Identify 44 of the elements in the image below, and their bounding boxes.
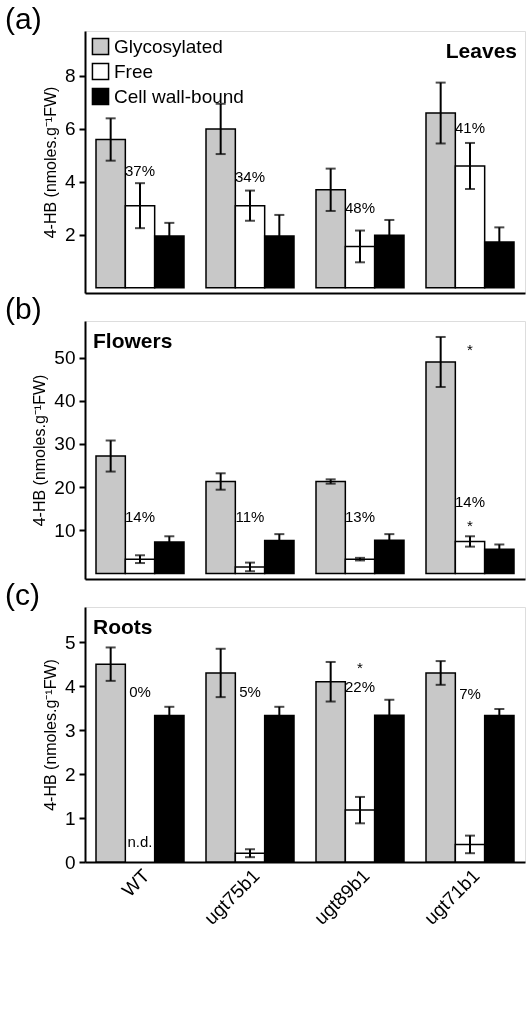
annotation: 13%	[344, 507, 376, 525]
annotation: 22%	[344, 677, 376, 695]
y-tick-label: 8	[64, 65, 76, 87]
annotation: 7%	[459, 684, 481, 702]
y-tick-label: 5	[64, 631, 76, 653]
chart-title: (a)	[5, 2, 42, 35]
annotation: 34%	[234, 167, 266, 185]
annotation: 11%	[235, 507, 265, 525]
annotation: Roots	[93, 615, 153, 638]
annotation: 37%	[124, 162, 156, 180]
y-axis-title: 4-HB (nmoles.g⁻¹FW)	[41, 86, 59, 239]
y-axis-title: 4-HB (nmoles.g⁻¹FW)	[31, 374, 49, 527]
y-tick-label: 10	[54, 519, 76, 541]
annotation: Flowers	[93, 329, 173, 352]
annotation: 5%	[239, 682, 261, 700]
legend-label: Cell wall-bound	[114, 85, 244, 107]
y-tick-label: 50	[54, 347, 76, 369]
y-tick-label: 30	[54, 433, 76, 455]
y-tick-label: 1	[64, 807, 76, 829]
y-tick-label: 2	[64, 763, 76, 785]
annotation: 0%	[129, 682, 151, 700]
annotation: 48%	[344, 199, 376, 217]
legend-label: Glycosylated	[114, 35, 223, 57]
x-tick-label: WT	[117, 864, 154, 901]
y-tick-label: 6	[64, 118, 76, 140]
legend-label: Free	[114, 60, 154, 82]
y-axis-title: 4-HB (nmoles.g⁻¹FW)	[41, 659, 59, 811]
y-tick-label: 20	[54, 476, 76, 498]
annotation: *	[467, 516, 474, 534]
annotation: *	[467, 341, 474, 359]
annotation: *	[357, 659, 364, 677]
annotation: 41%	[454, 118, 486, 136]
annotation: n.d.	[127, 833, 153, 851]
y-tick-label: 40	[54, 390, 76, 412]
y-tick-label: 3	[64, 719, 76, 741]
y-tick-label: 0	[64, 851, 76, 873]
y-tick-label: 4	[64, 675, 76, 697]
chart-title: (c)	[5, 578, 40, 611]
y-tick-label: 4	[64, 171, 76, 193]
annotation: 14%	[124, 507, 156, 525]
annotation: 14%	[454, 492, 486, 510]
y-tick-label: 2	[64, 224, 76, 246]
annotation: Leaves	[445, 39, 517, 62]
chart-title: (b)	[5, 292, 42, 325]
